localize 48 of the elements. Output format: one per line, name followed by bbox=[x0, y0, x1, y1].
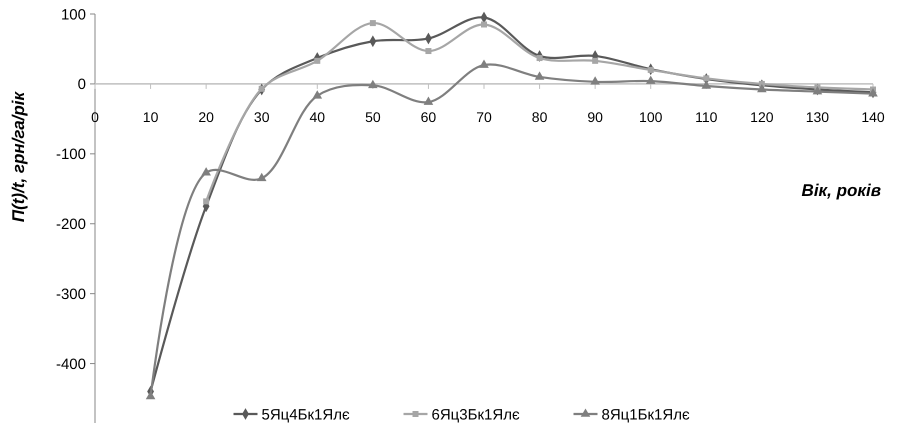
point bbox=[590, 76, 600, 85]
point bbox=[425, 48, 432, 54]
y-tick-label: -400 bbox=[56, 356, 86, 373]
y-tick-label: -200 bbox=[56, 216, 86, 233]
point bbox=[424, 96, 434, 105]
point bbox=[314, 58, 320, 64]
legend-label: 6Яц3Бк1Ялє bbox=[432, 406, 520, 424]
point bbox=[370, 20, 376, 26]
x-tick-label: 40 bbox=[309, 108, 326, 125]
point bbox=[646, 76, 656, 84]
point bbox=[648, 66, 654, 73]
point bbox=[536, 55, 543, 62]
point bbox=[146, 390, 156, 400]
x-tick-label: 50 bbox=[365, 108, 381, 125]
point bbox=[592, 58, 598, 64]
x-tick-label: 120 bbox=[750, 108, 774, 125]
point bbox=[479, 59, 489, 68]
y-axis-title: П(t)/t, грн/га/рік bbox=[9, 90, 28, 222]
x-tick-label: 30 bbox=[254, 108, 270, 125]
x-tick-label: 80 bbox=[532, 108, 548, 125]
point bbox=[312, 90, 322, 99]
point bbox=[203, 198, 210, 204]
y-tick-label: -100 bbox=[56, 146, 86, 164]
x-tick-label: 100 bbox=[639, 108, 663, 125]
point bbox=[757, 84, 767, 92]
point bbox=[534, 71, 544, 80]
point bbox=[703, 75, 710, 82]
point bbox=[812, 86, 822, 94]
point bbox=[481, 21, 487, 28]
x-tick-label: 90 bbox=[587, 108, 604, 125]
x-tick-label: 140 bbox=[861, 108, 885, 125]
y-tick-label: 100 bbox=[60, 6, 86, 24]
legend-label: 8Яц1Бк1Ялє bbox=[602, 406, 690, 424]
point bbox=[201, 167, 211, 176]
x-tick-label: 10 bbox=[142, 108, 159, 125]
legend-label: 5Яц4Бк1Ялє bbox=[262, 406, 350, 424]
x-tick-label: 130 bbox=[806, 108, 830, 125]
x-axis-title: Вік, років bbox=[802, 181, 881, 200]
x-tick-label: 20 bbox=[198, 108, 214, 125]
point bbox=[256, 172, 267, 182]
x-tick-label: 0 bbox=[91, 108, 100, 125]
x-tick-label: 110 bbox=[695, 108, 718, 125]
point bbox=[701, 80, 712, 89]
x-tick-label: 70 bbox=[476, 108, 492, 125]
x-tick-label: 60 bbox=[420, 108, 436, 125]
y-tick-label: -300 bbox=[56, 286, 86, 303]
y-tick-label: 0 bbox=[78, 76, 86, 94]
point bbox=[368, 80, 378, 88]
